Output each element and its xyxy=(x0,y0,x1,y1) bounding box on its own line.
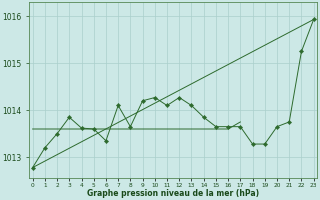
X-axis label: Graphe pression niveau de la mer (hPa): Graphe pression niveau de la mer (hPa) xyxy=(87,189,259,198)
